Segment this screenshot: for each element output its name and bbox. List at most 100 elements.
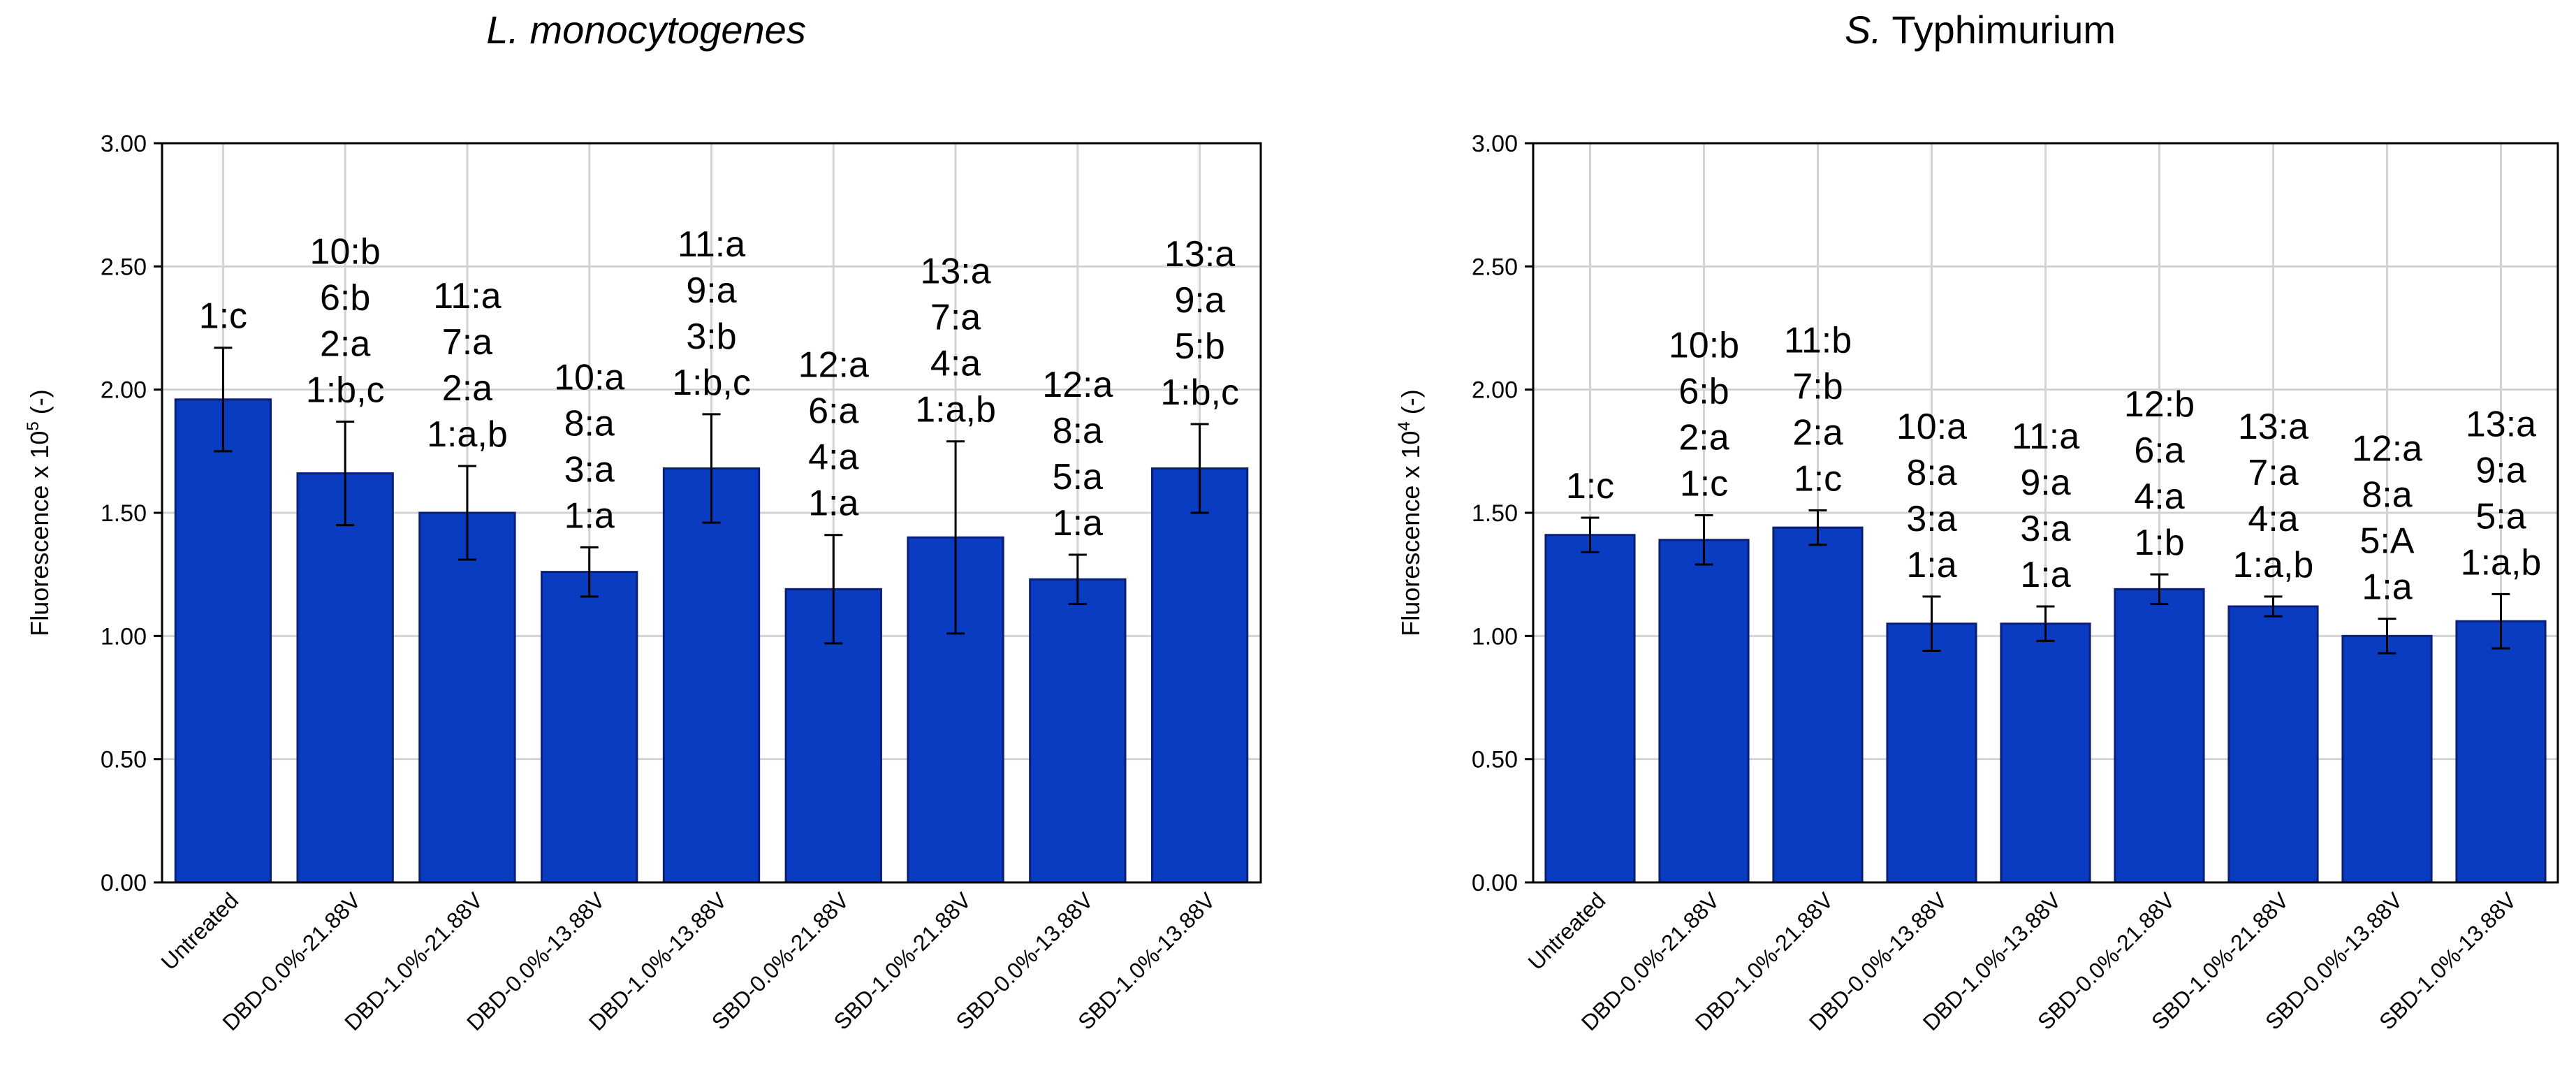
significance-label: 12:a xyxy=(1042,365,1113,405)
y-axis-label-units: (-) xyxy=(1396,389,1425,421)
y-tick-label: 1.50 xyxy=(101,500,147,527)
bar xyxy=(1029,578,1127,884)
y-axis-label-units: (-) xyxy=(25,389,54,421)
chart-title: L. monocytogenes xyxy=(486,8,806,52)
significance-label: 8:a xyxy=(2362,475,2412,516)
significance-label: 4:a xyxy=(930,344,981,384)
x-tick-label: SBD-1.0%-13.88V xyxy=(1073,887,1220,1035)
bar xyxy=(2000,623,2091,884)
significance-label: 7:a xyxy=(442,322,492,363)
bar xyxy=(662,467,761,884)
significance-label: 1:c xyxy=(1794,458,1842,499)
significance-label: 13:a xyxy=(2238,407,2308,447)
y-tick-label: 0.00 xyxy=(1472,870,1518,896)
y-axis-label-exponent: 5 xyxy=(24,421,43,430)
significance-label: 3:b xyxy=(686,316,736,357)
chart-title-italic: L. monocytogenes xyxy=(486,8,806,52)
y-tick-label: 1.00 xyxy=(101,623,147,650)
significance-label: 4:a xyxy=(2248,499,2298,539)
significance-label: 6:a xyxy=(808,391,858,432)
y-tick-label: 2.00 xyxy=(1472,377,1518,404)
x-tick-label: SBD-1.0%-21.88V xyxy=(829,887,976,1035)
significance-label: 3:a xyxy=(1906,499,1956,539)
significance-label: 1:a,b xyxy=(2461,542,2542,583)
bar xyxy=(1772,526,1864,884)
significance-label: 12:a xyxy=(2352,429,2422,469)
significance-label: 8:a xyxy=(1053,411,1103,451)
significance-label: 6:a xyxy=(2134,430,2184,471)
bar xyxy=(2455,620,2547,884)
y-tick-label: 2.50 xyxy=(101,254,147,280)
significance-label: 5:a xyxy=(2475,496,2526,537)
significance-label: 1:a,b xyxy=(915,390,996,430)
x-tick-label: Untreated xyxy=(156,887,244,975)
significance-label: 1:b,c xyxy=(306,370,385,411)
significance-label: 5:A xyxy=(2359,521,2414,562)
chart-title-rest: Typhimurium xyxy=(1882,8,2116,52)
significance-label: 11:a xyxy=(433,276,501,316)
significance-label: 9:a xyxy=(686,270,736,311)
significance-label: 10:b xyxy=(1669,326,1739,366)
significance-label: 11:a xyxy=(2012,416,2079,457)
significance-label: 1:b,c xyxy=(672,363,751,403)
significance-label: 12:b xyxy=(2124,384,2195,425)
significance-label: 5:b xyxy=(1174,326,1224,367)
significance-label: 4:a xyxy=(2134,476,2184,517)
y-tick-label: 2.50 xyxy=(1472,254,1518,280)
bar xyxy=(418,511,516,884)
significance-label: 13:a xyxy=(920,252,990,292)
significance-label: 1:a xyxy=(1906,545,1956,585)
chart-panel-listeria: L. monocytogenes 1:c Untreated 10:b 6:b 2:a 1:… xyxy=(24,8,1262,1035)
significance-label: 7:a xyxy=(930,298,981,338)
significance-label: 7:a xyxy=(2248,453,2298,493)
significance-label: 7:b xyxy=(1792,366,1843,407)
significance-label: 1:a xyxy=(2362,567,2412,608)
y-axis-label: Fluorescence x 105 (-) xyxy=(24,389,54,636)
significance-label: 1:a xyxy=(564,495,615,536)
significance-label: 9:a xyxy=(2020,463,2070,503)
significance-label: 5:a xyxy=(1053,457,1103,497)
y-tick-label: 3.00 xyxy=(101,131,147,157)
significance-label: 6:b xyxy=(1678,372,1729,412)
significance-label: 1:c xyxy=(199,296,247,337)
chart-title: S. Typhimurium xyxy=(1845,8,2116,52)
chart-title-italic: S. xyxy=(1845,8,1882,52)
significance-label: 1:c xyxy=(1566,466,1614,507)
significance-label: 10:b xyxy=(310,232,381,272)
chart-panel-salmonella: S. Typhimurium1:cUntreated10:b6:b2:a1:cD… xyxy=(1395,8,2559,1035)
y-tick-label: 0.50 xyxy=(101,747,147,773)
y-tick-label: 3.00 xyxy=(1472,131,1518,157)
bar xyxy=(296,472,394,884)
significance-label: 1:c xyxy=(1680,464,1728,504)
bar xyxy=(2227,605,2319,884)
y-tick-label: 0.00 xyxy=(101,870,147,896)
significance-label: 10:a xyxy=(1896,407,1967,447)
significance-label: 2:a xyxy=(1678,418,1729,458)
significance-label: 3:a xyxy=(564,449,615,490)
x-tick-label: SBD-0.0%-21.88V xyxy=(707,887,854,1035)
bar xyxy=(1150,467,1249,884)
significance-label: 1:a xyxy=(1053,503,1103,544)
significance-label: 8:a xyxy=(564,403,615,444)
bar xyxy=(2341,634,2433,884)
significance-label: 13:a xyxy=(1164,234,1235,275)
significance-label: 6:b xyxy=(320,278,370,319)
significance-label: 10:a xyxy=(554,357,624,398)
significance-label: 1:a xyxy=(2020,555,2070,595)
y-tick-label: 1.00 xyxy=(1472,623,1518,650)
bar xyxy=(2114,588,2205,884)
significance-label: 12:a xyxy=(798,345,869,386)
bar xyxy=(174,398,272,884)
x-tick-label: Untreated xyxy=(1523,887,1611,975)
y-tick-label: 0.50 xyxy=(1472,747,1518,773)
significance-label: 1:a xyxy=(808,483,858,524)
y-tick-label: 2.00 xyxy=(101,377,147,404)
significance-label: 8:a xyxy=(1906,453,1956,493)
bar xyxy=(1886,623,1977,884)
significance-label: 9:a xyxy=(1174,280,1224,321)
y-axis-label-exponent: 4 xyxy=(1395,421,1414,430)
significance-label: 1:b xyxy=(2134,523,2184,563)
x-tick-label: SBD-0.0%-13.88V xyxy=(951,887,1098,1035)
significance-label: 13:a xyxy=(2466,404,2536,444)
